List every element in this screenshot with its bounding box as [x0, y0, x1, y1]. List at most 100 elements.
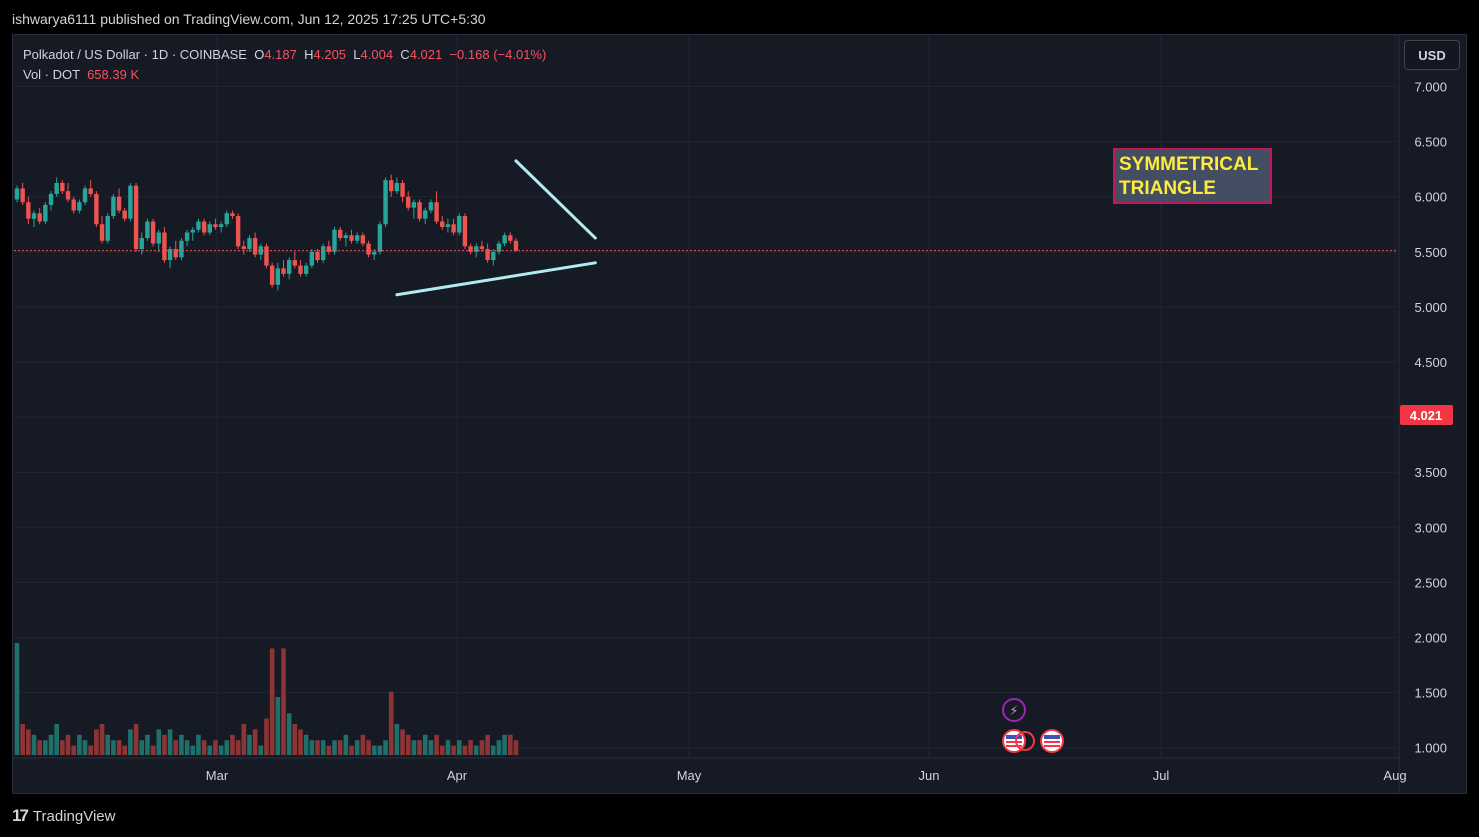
- volume-bar: [60, 740, 65, 755]
- candle-body: [201, 221, 207, 233]
- candle-body: [235, 215, 241, 247]
- volume-row: Vol · DOT 658.39 K: [23, 65, 546, 85]
- volume-bar: [207, 745, 213, 755]
- volume-bar: [337, 740, 343, 755]
- trendline-lower[interactable]: [395, 261, 597, 297]
- candle-body: [411, 202, 417, 208]
- y-tick-label: 5.500: [1414, 245, 1447, 260]
- volume-bar: [179, 734, 184, 755]
- us-flag-event-icon-2: [1015, 731, 1035, 751]
- volume-value: 658.39 K: [87, 67, 140, 82]
- volume-bar: [105, 734, 111, 755]
- candle-body: [508, 235, 513, 241]
- candle-body: [496, 243, 502, 252]
- volume-bar: [462, 745, 468, 755]
- trendline-upper[interactable]: [514, 159, 597, 240]
- volume-bar: [309, 740, 315, 755]
- volume-bar: [99, 724, 105, 755]
- footer-branding[interactable]: 17 TradingView: [12, 806, 115, 826]
- candle-body: [82, 188, 88, 203]
- currency-button[interactable]: USD: [1404, 40, 1460, 70]
- volume-bar: [230, 734, 235, 755]
- candle-body: [179, 240, 184, 258]
- y-tick-label: 6.000: [1414, 190, 1447, 205]
- candle-body: [128, 185, 133, 219]
- y-tick-label: 3.000: [1414, 520, 1447, 535]
- annotation-box[interactable]: SYMMETRICAL TRIANGLE: [1113, 148, 1272, 204]
- volume-bar: [377, 745, 383, 755]
- candle-body: [230, 213, 235, 216]
- candle-body: [451, 224, 456, 233]
- candle-body: [309, 251, 315, 266]
- volume-bar: [128, 729, 133, 755]
- volume-bar: [343, 734, 349, 755]
- volume-bar: [298, 729, 303, 755]
- high-value: 4.205: [313, 47, 347, 62]
- candle-body: [445, 224, 451, 228]
- volume-bar: [349, 745, 354, 755]
- candle-body: [400, 182, 405, 197]
- publication-header: ishwarya6111 published on TradingView.co…: [12, 11, 486, 27]
- candle-body: [88, 188, 93, 194]
- volume-bar: [360, 734, 366, 755]
- volume-bar: [513, 740, 519, 755]
- volume-bar: [241, 724, 247, 755]
- volume-bar: [445, 740, 451, 755]
- candle-body: [281, 268, 286, 274]
- candle-body: [133, 185, 139, 250]
- volume-bar: [213, 740, 218, 755]
- candle-body: [162, 232, 167, 261]
- volume-bar: [428, 740, 434, 755]
- candle-body: [105, 215, 110, 241]
- volume-bar: [366, 740, 371, 755]
- y-tick-label: 7.000: [1414, 80, 1447, 95]
- volume-bar: [434, 734, 439, 755]
- volume-bar: [65, 734, 71, 755]
- volume-bar: [315, 740, 320, 755]
- x-tick-label: Jul: [1153, 768, 1170, 783]
- volume-bar: [264, 718, 269, 755]
- candle-body: [150, 221, 156, 244]
- volume-bar: [190, 745, 196, 755]
- volume-label: Vol · DOT: [23, 67, 80, 82]
- candle-body: [389, 180, 394, 192]
- candle-body: [502, 235, 507, 244]
- event-markers[interactable]: ⚡: [1002, 698, 1064, 753]
- volume-bar: [496, 740, 502, 755]
- candle-body: [224, 213, 229, 225]
- candle-body: [457, 215, 462, 233]
- candle-body: [252, 238, 258, 255]
- chart-legend: Polkadot / US Dollar · 1D · COINBASE O4.…: [23, 45, 546, 85]
- tradingview-logo-icon: 17: [12, 806, 29, 825]
- candle-body: [468, 246, 473, 252]
- candle-body: [440, 221, 445, 228]
- volume-bar: [77, 734, 82, 755]
- volume-bar: [133, 724, 139, 755]
- volume-bar: [383, 740, 388, 755]
- volume-bar: [31, 734, 37, 755]
- volume-bar: [20, 724, 25, 755]
- candle-body: [286, 260, 292, 274]
- candle-body: [513, 240, 519, 251]
- volume-bar: [258, 745, 264, 755]
- candle-body: [241, 246, 246, 250]
- volume-bar: [111, 740, 116, 755]
- candle-body: [264, 246, 269, 266]
- volume-bar: [456, 740, 462, 755]
- candle-body: [71, 199, 76, 211]
- candle-body: [116, 196, 122, 211]
- candle-body: [332, 229, 337, 252]
- volume-bar: [235, 740, 241, 755]
- candle-body: [479, 246, 485, 250]
- candle-body: [417, 202, 422, 219]
- candle-body: [65, 191, 71, 200]
- candle-body: [111, 196, 116, 216]
- candle-body: [60, 182, 65, 192]
- lightning-event-icon: [1002, 698, 1026, 722]
- lightning-glyph: ⚡: [1009, 704, 1018, 719]
- candle-body: [43, 204, 48, 222]
- tradingview-brand-name: TradingView: [32, 807, 116, 825]
- candle-body: [343, 235, 349, 239]
- high-label: H: [304, 47, 314, 62]
